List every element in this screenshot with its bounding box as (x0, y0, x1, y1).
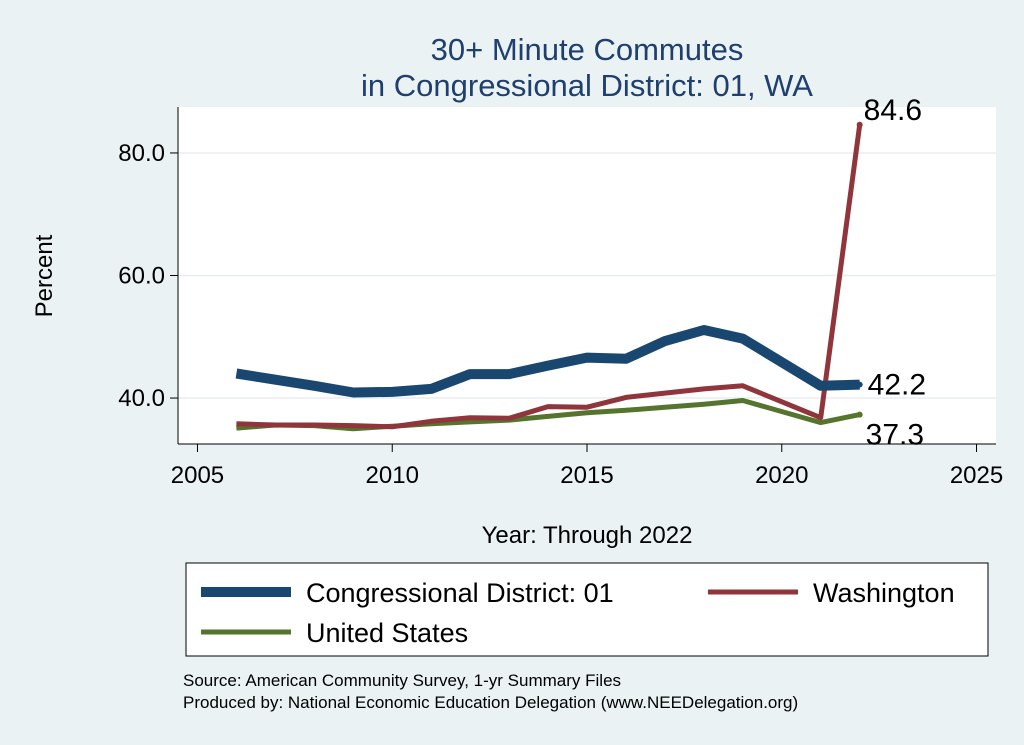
source-note: Source: American Community Survey, 1-yr … (183, 671, 621, 690)
gridlines (178, 152, 996, 399)
legend-label-us: United States (306, 618, 468, 648)
x-tick-label-2015: 2015 (560, 462, 613, 489)
end-label-washington: 84.6 (864, 94, 922, 127)
y-axis-title: Percent (31, 234, 58, 317)
end-label-district: 42.2 (868, 369, 926, 402)
y-tick-label-60: 60.0 (118, 263, 165, 290)
axes: 40.0 60.0 80.0 2005 2010 2015 2020 2025 (118, 107, 1003, 489)
legend-box (185, 562, 989, 657)
legend-label-district: Congressional District: 01 (306, 578, 614, 608)
produced-by-note: Produced by: National Economic Education… (183, 693, 798, 712)
y-tick-label-80: 80.0 (118, 140, 165, 167)
x-axis-title: Year: Through 2022 (482, 522, 693, 549)
x-tick-label-2010: 2010 (366, 462, 419, 489)
chart-title-line-1: 30+ Minute Commutes (431, 32, 744, 67)
series-endpoint-us (856, 411, 863, 418)
end-labels: 37.3 84.6 42.2 (864, 94, 926, 452)
x-tick-label-2005: 2005 (171, 462, 224, 489)
chart-title-line-2: in Congressional District: 01, WA (361, 68, 813, 103)
end-label-us: 37.3 (866, 419, 924, 452)
series-layer (235, 121, 863, 432)
series-line-district (235, 325, 860, 398)
x-tick-label-2020: 2020 (755, 462, 808, 489)
legend-label-washington: Washington (813, 578, 955, 608)
series-endpoint-washington (856, 121, 863, 128)
y-tick-label-40: 40.0 (118, 385, 165, 412)
series-line-washington (236, 124, 863, 430)
legend: Congressional District: 01 Washington Un… (185, 562, 989, 657)
x-tick-label-2025: 2025 (950, 462, 1003, 489)
series-endpoint-district (856, 381, 863, 388)
